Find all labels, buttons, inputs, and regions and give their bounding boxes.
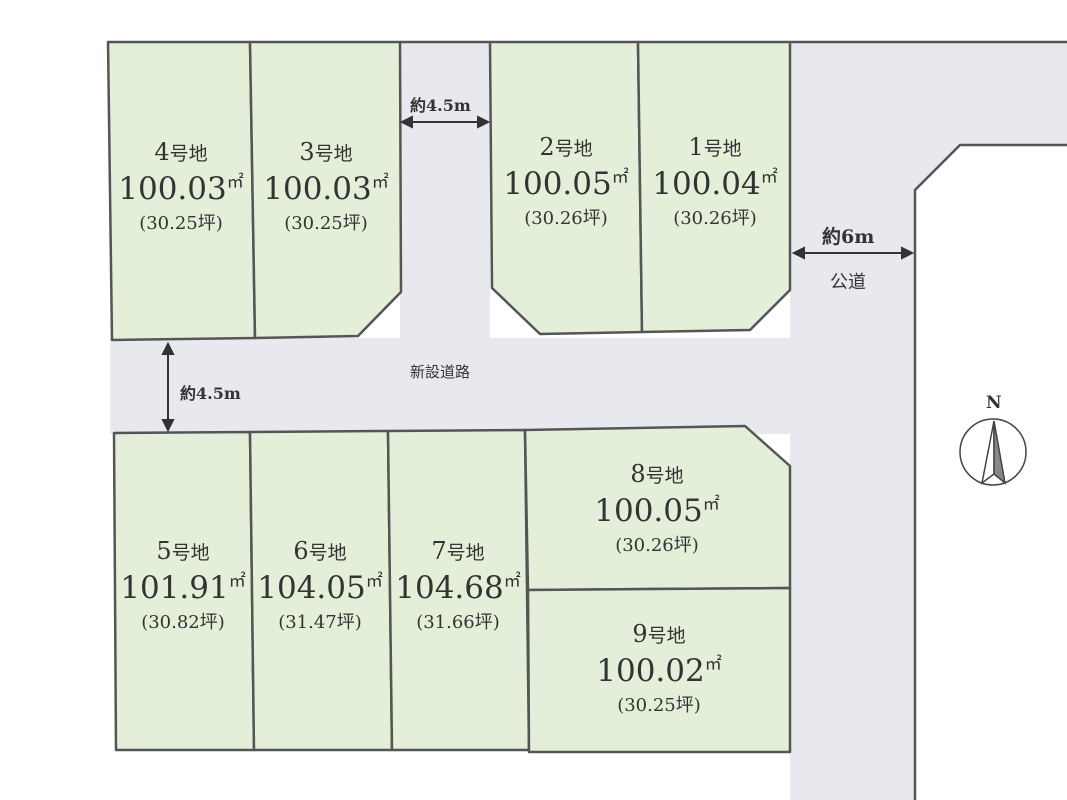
lot-8	[523, 424, 792, 592]
lot-2-label: 2号地 100.05㎡ (30.26坪)	[503, 133, 629, 229]
lot-1	[636, 40, 792, 334]
lot-9-label: 9号地 100.02㎡ (30.25坪)	[596, 620, 722, 716]
public-road-edge	[913, 143, 1067, 800]
lot-5-label: 5号地 101.91㎡ (30.82坪)	[120, 537, 246, 633]
public-road-dimension-arrow	[791, 246, 915, 260]
public-road-width-label: 約6m	[822, 226, 875, 248]
north-arrow-icon	[959, 418, 1027, 486]
north-label: N	[986, 393, 1002, 413]
lot-8-label: 8号地 100.05㎡ (30.26坪)	[594, 460, 720, 556]
spur-road	[400, 42, 490, 342]
lot-1-label: 1号地 100.04㎡ (30.26坪)	[652, 133, 778, 229]
lot-4-label: 4号地 100.03㎡ (30.25坪)	[118, 138, 244, 234]
lot-9	[526, 586, 792, 754]
spur-dimension-arrow	[399, 115, 491, 129]
new-road-width-label: 約4.5m	[180, 384, 241, 403]
public-road-label: 公道	[830, 272, 866, 293]
lot-3-label: 3号地 100.03㎡ (30.25坪)	[263, 138, 389, 234]
lot-2	[488, 40, 644, 336]
lot-6-label: 6号地 104.05㎡ (31.47坪)	[257, 537, 383, 633]
lot-3	[248, 40, 403, 340]
spur-width-label: 約4.5m	[410, 96, 471, 115]
new-road	[110, 338, 792, 434]
new-road-dimension-arrow	[161, 341, 175, 433]
public-road	[790, 42, 1067, 800]
new-road-label: 新設道路	[410, 363, 471, 381]
lot-7-label: 7号地 104.68㎡ (31.66坪)	[395, 537, 521, 633]
